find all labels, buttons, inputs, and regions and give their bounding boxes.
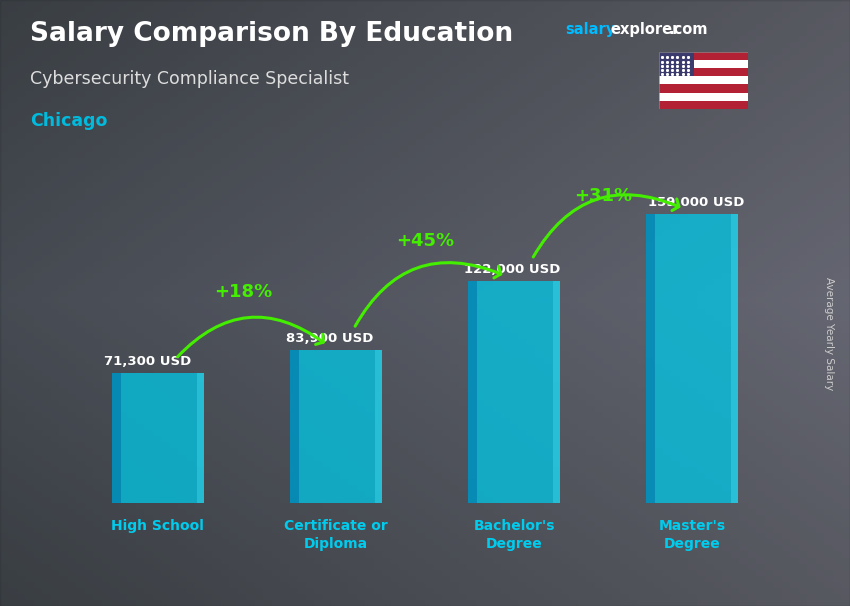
Text: Cybersecurity Compliance Specialist: Cybersecurity Compliance Specialist — [30, 70, 348, 88]
Bar — [290, 350, 299, 503]
Bar — [646, 214, 655, 503]
Bar — [196, 373, 204, 503]
Bar — [659, 52, 694, 76]
Bar — [659, 52, 748, 60]
Text: 159,000 USD: 159,000 USD — [648, 196, 744, 209]
Text: +31%: +31% — [574, 187, 632, 205]
FancyBboxPatch shape — [468, 281, 560, 503]
Bar — [375, 350, 383, 503]
Text: Chicago: Chicago — [30, 112, 107, 130]
Text: +18%: +18% — [214, 282, 273, 301]
Bar — [659, 84, 748, 93]
Bar — [659, 68, 748, 76]
Text: .com: .com — [669, 22, 708, 38]
Bar — [659, 93, 748, 101]
Bar — [468, 281, 477, 503]
Text: salary: salary — [565, 22, 615, 38]
Bar — [553, 281, 560, 503]
Text: 71,300 USD: 71,300 USD — [105, 355, 192, 368]
Bar — [659, 76, 748, 84]
Bar — [111, 373, 121, 503]
Text: +45%: +45% — [396, 232, 454, 250]
FancyBboxPatch shape — [111, 373, 204, 503]
Bar — [659, 101, 748, 109]
Text: 122,000 USD: 122,000 USD — [464, 263, 560, 276]
FancyBboxPatch shape — [646, 214, 739, 503]
Text: explorer: explorer — [610, 22, 680, 38]
Text: Salary Comparison By Education: Salary Comparison By Education — [30, 21, 513, 47]
Text: Average Yearly Salary: Average Yearly Salary — [824, 277, 834, 390]
Text: 83,900 USD: 83,900 USD — [286, 332, 373, 345]
FancyBboxPatch shape — [290, 350, 382, 503]
Bar — [659, 60, 748, 68]
Bar — [731, 214, 739, 503]
